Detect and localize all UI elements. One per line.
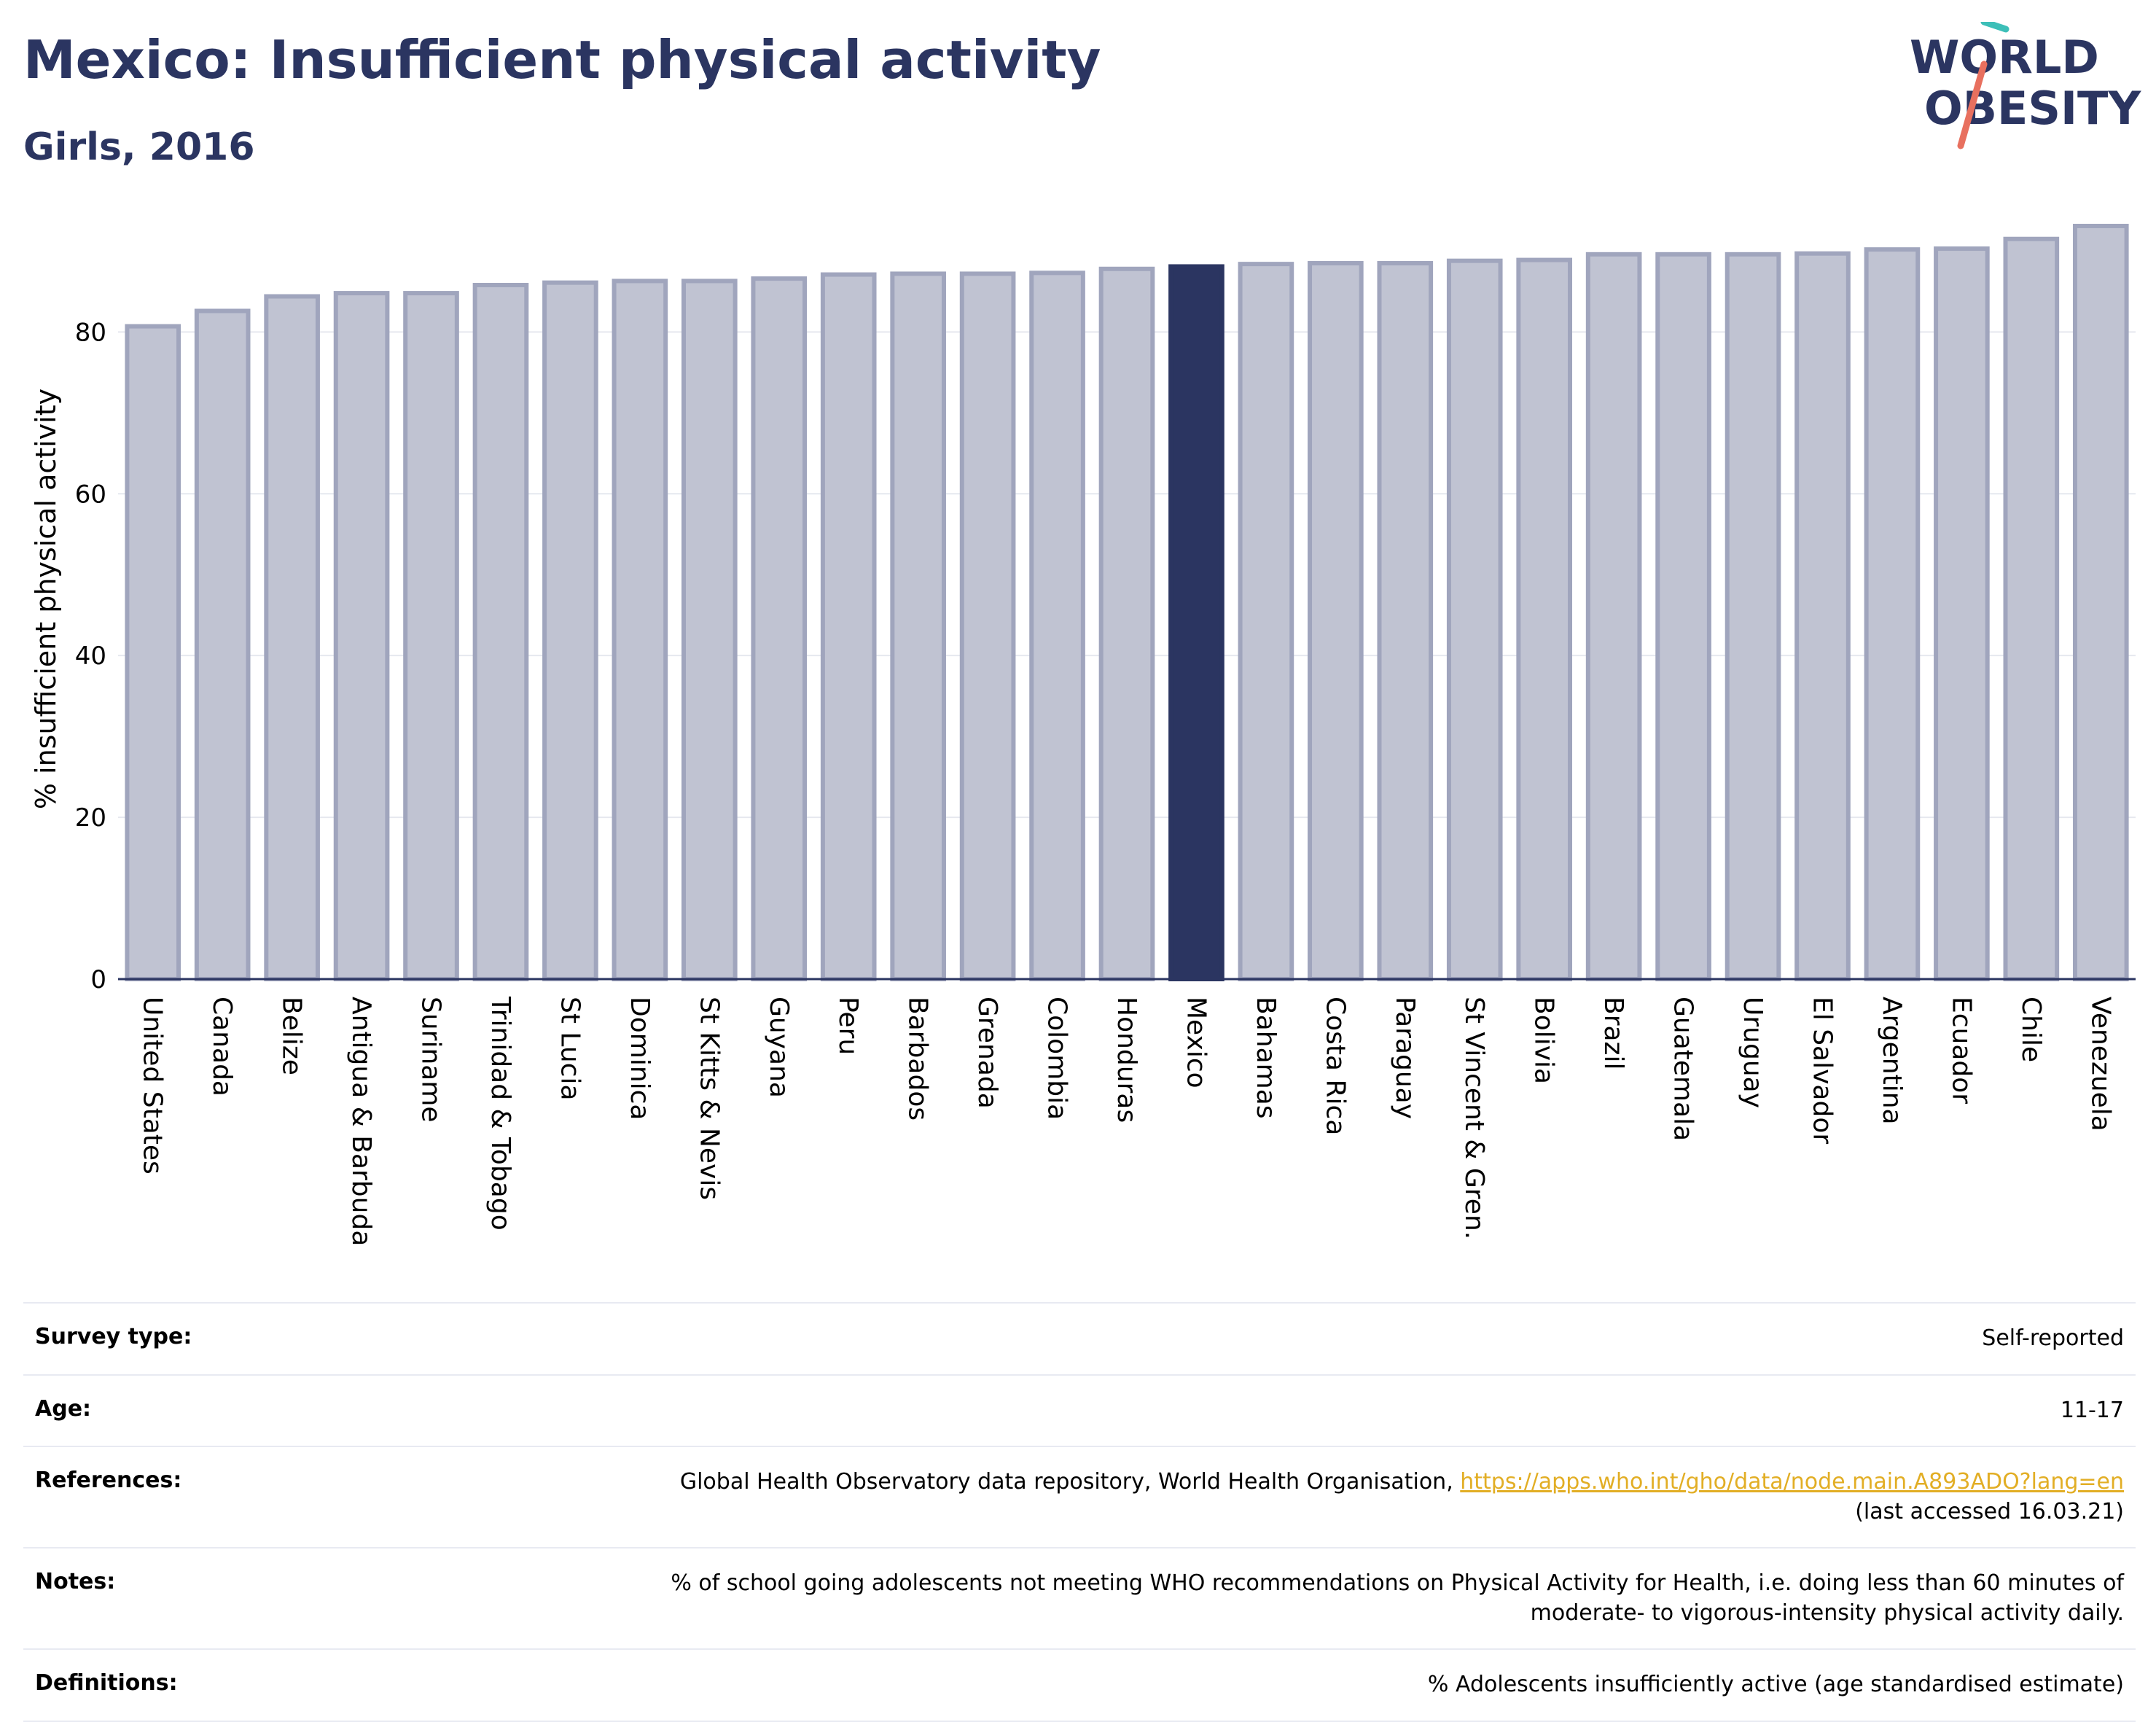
bar-dominica bbox=[612, 278, 668, 981]
x-tick-label: St Kitts & Nevis bbox=[694, 997, 724, 1200]
x-tick-label: Venezuela bbox=[2085, 997, 2115, 1131]
bar-bahamas bbox=[1238, 262, 1294, 981]
page-title: Mexico: Insufficient physical activity bbox=[23, 29, 1101, 90]
references-text: Global Health Observatory data repositor… bbox=[679, 1469, 1461, 1495]
info-row-survey-type: Survey type: Self-reported bbox=[23, 1302, 2136, 1374]
notes-line-2: moderate- to vigorous-intensity physical… bbox=[1530, 1600, 2124, 1626]
world-obesity-logo: WORLD OBESITY bbox=[1910, 22, 2141, 149]
x-tick-label: Chile bbox=[2016, 997, 2046, 1062]
bar-paraguay bbox=[1377, 261, 1434, 981]
bar-united-states bbox=[125, 324, 181, 981]
svg-text:OBESITY: OBESITY bbox=[1924, 82, 2141, 135]
bar-brazil bbox=[1585, 252, 1642, 981]
x-tick-label: El Salvador bbox=[1807, 997, 1837, 1144]
bar-chile bbox=[2003, 236, 2060, 981]
bar-chart: 0 20 40 60 80 % insufficient physical activit… bbox=[30, 223, 2136, 1246]
x-tick-label: Guyana bbox=[764, 997, 794, 1098]
x-tick-label: Dominica bbox=[625, 997, 655, 1121]
y-tick-label: 60 bbox=[75, 480, 106, 509]
y-tick-label: 20 bbox=[75, 803, 106, 833]
x-tick-label: Barbados bbox=[903, 997, 933, 1121]
notes-label: Notes: bbox=[35, 1569, 116, 1594]
bar-suriname bbox=[403, 291, 459, 981]
bar-canada bbox=[194, 308, 251, 981]
bar-trinidad-tobago bbox=[472, 282, 529, 981]
bar-grenada bbox=[959, 271, 1016, 981]
bar-bolivia bbox=[1516, 257, 1573, 981]
bar-el-salvador bbox=[1794, 251, 1851, 981]
references-link[interactable]: https://apps.who.int/gho/data/node.main.… bbox=[1460, 1469, 2124, 1495]
bar-st-vincent-gren- bbox=[1446, 258, 1503, 981]
x-tick-label: Paraguay bbox=[1390, 997, 1420, 1119]
bar-guatemala bbox=[1655, 252, 1711, 981]
bar-barbados bbox=[890, 271, 946, 981]
bar-belize bbox=[264, 294, 320, 981]
y-axis-label: % insufficient physical activity bbox=[30, 389, 62, 809]
x-tick-label: Colombia bbox=[1042, 997, 1072, 1120]
bar-peru bbox=[820, 272, 877, 982]
x-tick-label: St Vincent & Gren. bbox=[1459, 997, 1489, 1239]
references-accessed: (last accessed 16.03.21) bbox=[1855, 1498, 2124, 1524]
survey-type-label: Survey type: bbox=[35, 1324, 192, 1349]
bar-antigua-barbuda bbox=[333, 291, 390, 981]
notes-value: % of school going adolescents not meetin… bbox=[671, 1569, 2124, 1628]
x-tick-label: Mexico bbox=[1181, 997, 1211, 1088]
x-tick-label: Bahamas bbox=[1251, 997, 1281, 1119]
bar-mexico bbox=[1168, 264, 1225, 981]
y-tick-label: 0 bbox=[90, 965, 106, 994]
x-tick-label: Trinidad & Tobago bbox=[485, 996, 515, 1231]
x-tick-label: Brazil bbox=[1598, 997, 1628, 1070]
bar-venezuela bbox=[2072, 223, 2129, 981]
bar-argentina bbox=[1864, 247, 1921, 981]
x-tick-label: Guatemala bbox=[1668, 997, 1698, 1141]
page-subtitle: Girls, 2016 bbox=[23, 125, 255, 169]
x-tick-label: Grenada bbox=[972, 997, 1002, 1109]
x-tick-label: Antigua & Barbuda bbox=[346, 997, 376, 1246]
age-label: Age: bbox=[35, 1395, 92, 1422]
y-tick-label: 80 bbox=[75, 318, 106, 347]
info-row-references: References: Global Health Observatory da… bbox=[23, 1446, 2136, 1547]
x-tick-label: Argentina bbox=[1877, 997, 1907, 1125]
bar-uruguay bbox=[1725, 252, 1781, 981]
svg-text:WORLD: WORLD bbox=[1910, 31, 2099, 84]
info-table: Survey type: Self-reported Age: 11-17 Re… bbox=[23, 1302, 2136, 1722]
x-tick-label: Belize bbox=[277, 997, 307, 1075]
definitions-label: Definitions: bbox=[35, 1670, 178, 1696]
x-tick-label: Uruguay bbox=[1738, 997, 1768, 1108]
x-tick-label: Honduras bbox=[1112, 997, 1141, 1123]
age-value: 11-17 bbox=[2060, 1397, 2124, 1423]
x-tick-label: Costa Rica bbox=[1320, 997, 1350, 1135]
x-tick-label: United States bbox=[138, 997, 168, 1174]
x-tick-label: Canada bbox=[207, 997, 237, 1096]
x-tick-label: St Lucia bbox=[555, 997, 585, 1101]
definitions-value: % Adolescents insufficiently active (age… bbox=[1427, 1672, 2124, 1697]
info-row-age: Age: 11-17 bbox=[23, 1374, 2136, 1446]
notes-line-1: % of school going adolescents not meetin… bbox=[671, 1570, 2124, 1596]
x-tick-label: Suriname bbox=[416, 997, 446, 1123]
y-tick-label: 40 bbox=[75, 642, 106, 671]
bar-ecuador bbox=[1934, 246, 1990, 981]
bar-colombia bbox=[1029, 270, 1085, 981]
references-label: References: bbox=[35, 1468, 182, 1493]
bar-guyana bbox=[751, 276, 808, 981]
info-row-definitions: Definitions: % Adolescents insufficientl… bbox=[23, 1648, 2136, 1722]
info-row-notes: Notes: % of school going adolescents not… bbox=[23, 1547, 2136, 1648]
bar-honduras bbox=[1098, 266, 1155, 981]
x-tick-label: Bolivia bbox=[1529, 997, 1559, 1084]
x-tick-label: Ecuador bbox=[1946, 997, 1976, 1104]
survey-type-value: Self-reported bbox=[1982, 1325, 2124, 1351]
references-value: Global Health Observatory data repositor… bbox=[680, 1468, 2124, 1527]
bar-st-lucia bbox=[542, 280, 598, 981]
bar-costa-rica bbox=[1308, 261, 1364, 981]
x-tick-label: Peru bbox=[833, 997, 863, 1055]
bar-st-kitts-nevis bbox=[681, 278, 738, 981]
